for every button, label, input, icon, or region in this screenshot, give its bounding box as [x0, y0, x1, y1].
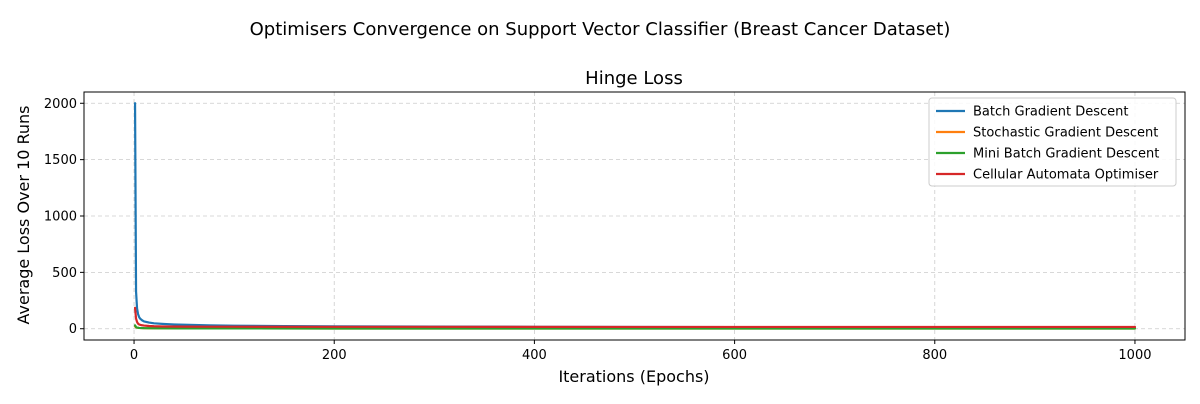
- x-tick-label: 200: [322, 348, 347, 363]
- y-tick-label: 500: [52, 266, 77, 281]
- y-axis-label: Average Loss Over 10 Runs: [14, 106, 33, 325]
- y-tick-label: 1000: [44, 210, 77, 225]
- legend-label: Stochastic Gradient Descent: [973, 126, 1158, 141]
- axis-ticks: 0 200 400 600 800 1000 0 500 1000 1500 2000: [44, 97, 1152, 363]
- legend-label: Batch Gradient Descent: [973, 105, 1128, 120]
- legend-label: Mini Batch Gradient Descent: [973, 147, 1159, 162]
- x-tick-label: 800: [922, 348, 947, 363]
- figure-suptitle: Optimisers Convergence on Support Vector…: [250, 19, 951, 40]
- y-tick-label: 2000: [44, 97, 77, 112]
- y-tick-label: 0: [69, 322, 77, 337]
- series-line-4: [133, 306, 1137, 329]
- y-tick-label: 1500: [44, 153, 77, 168]
- series-layer: [133, 102, 1137, 330]
- x-tick-label: 400: [522, 348, 547, 363]
- legend-box: [928, 97, 1177, 187]
- x-tick-label: 1000: [1118, 348, 1151, 363]
- legend: Batch Gradient Descent Stochastic Gradien…: [928, 97, 1177, 187]
- x-tick-label: 0: [130, 348, 138, 363]
- chart-title: Hinge Loss: [585, 68, 683, 89]
- legend-label: Cellular Automata Optimiser: [973, 168, 1159, 183]
- series-line-3: [133, 324, 1137, 330]
- x-tick-label: 600: [722, 348, 747, 363]
- x-axis-label: Iterations (Epochs): [558, 367, 709, 386]
